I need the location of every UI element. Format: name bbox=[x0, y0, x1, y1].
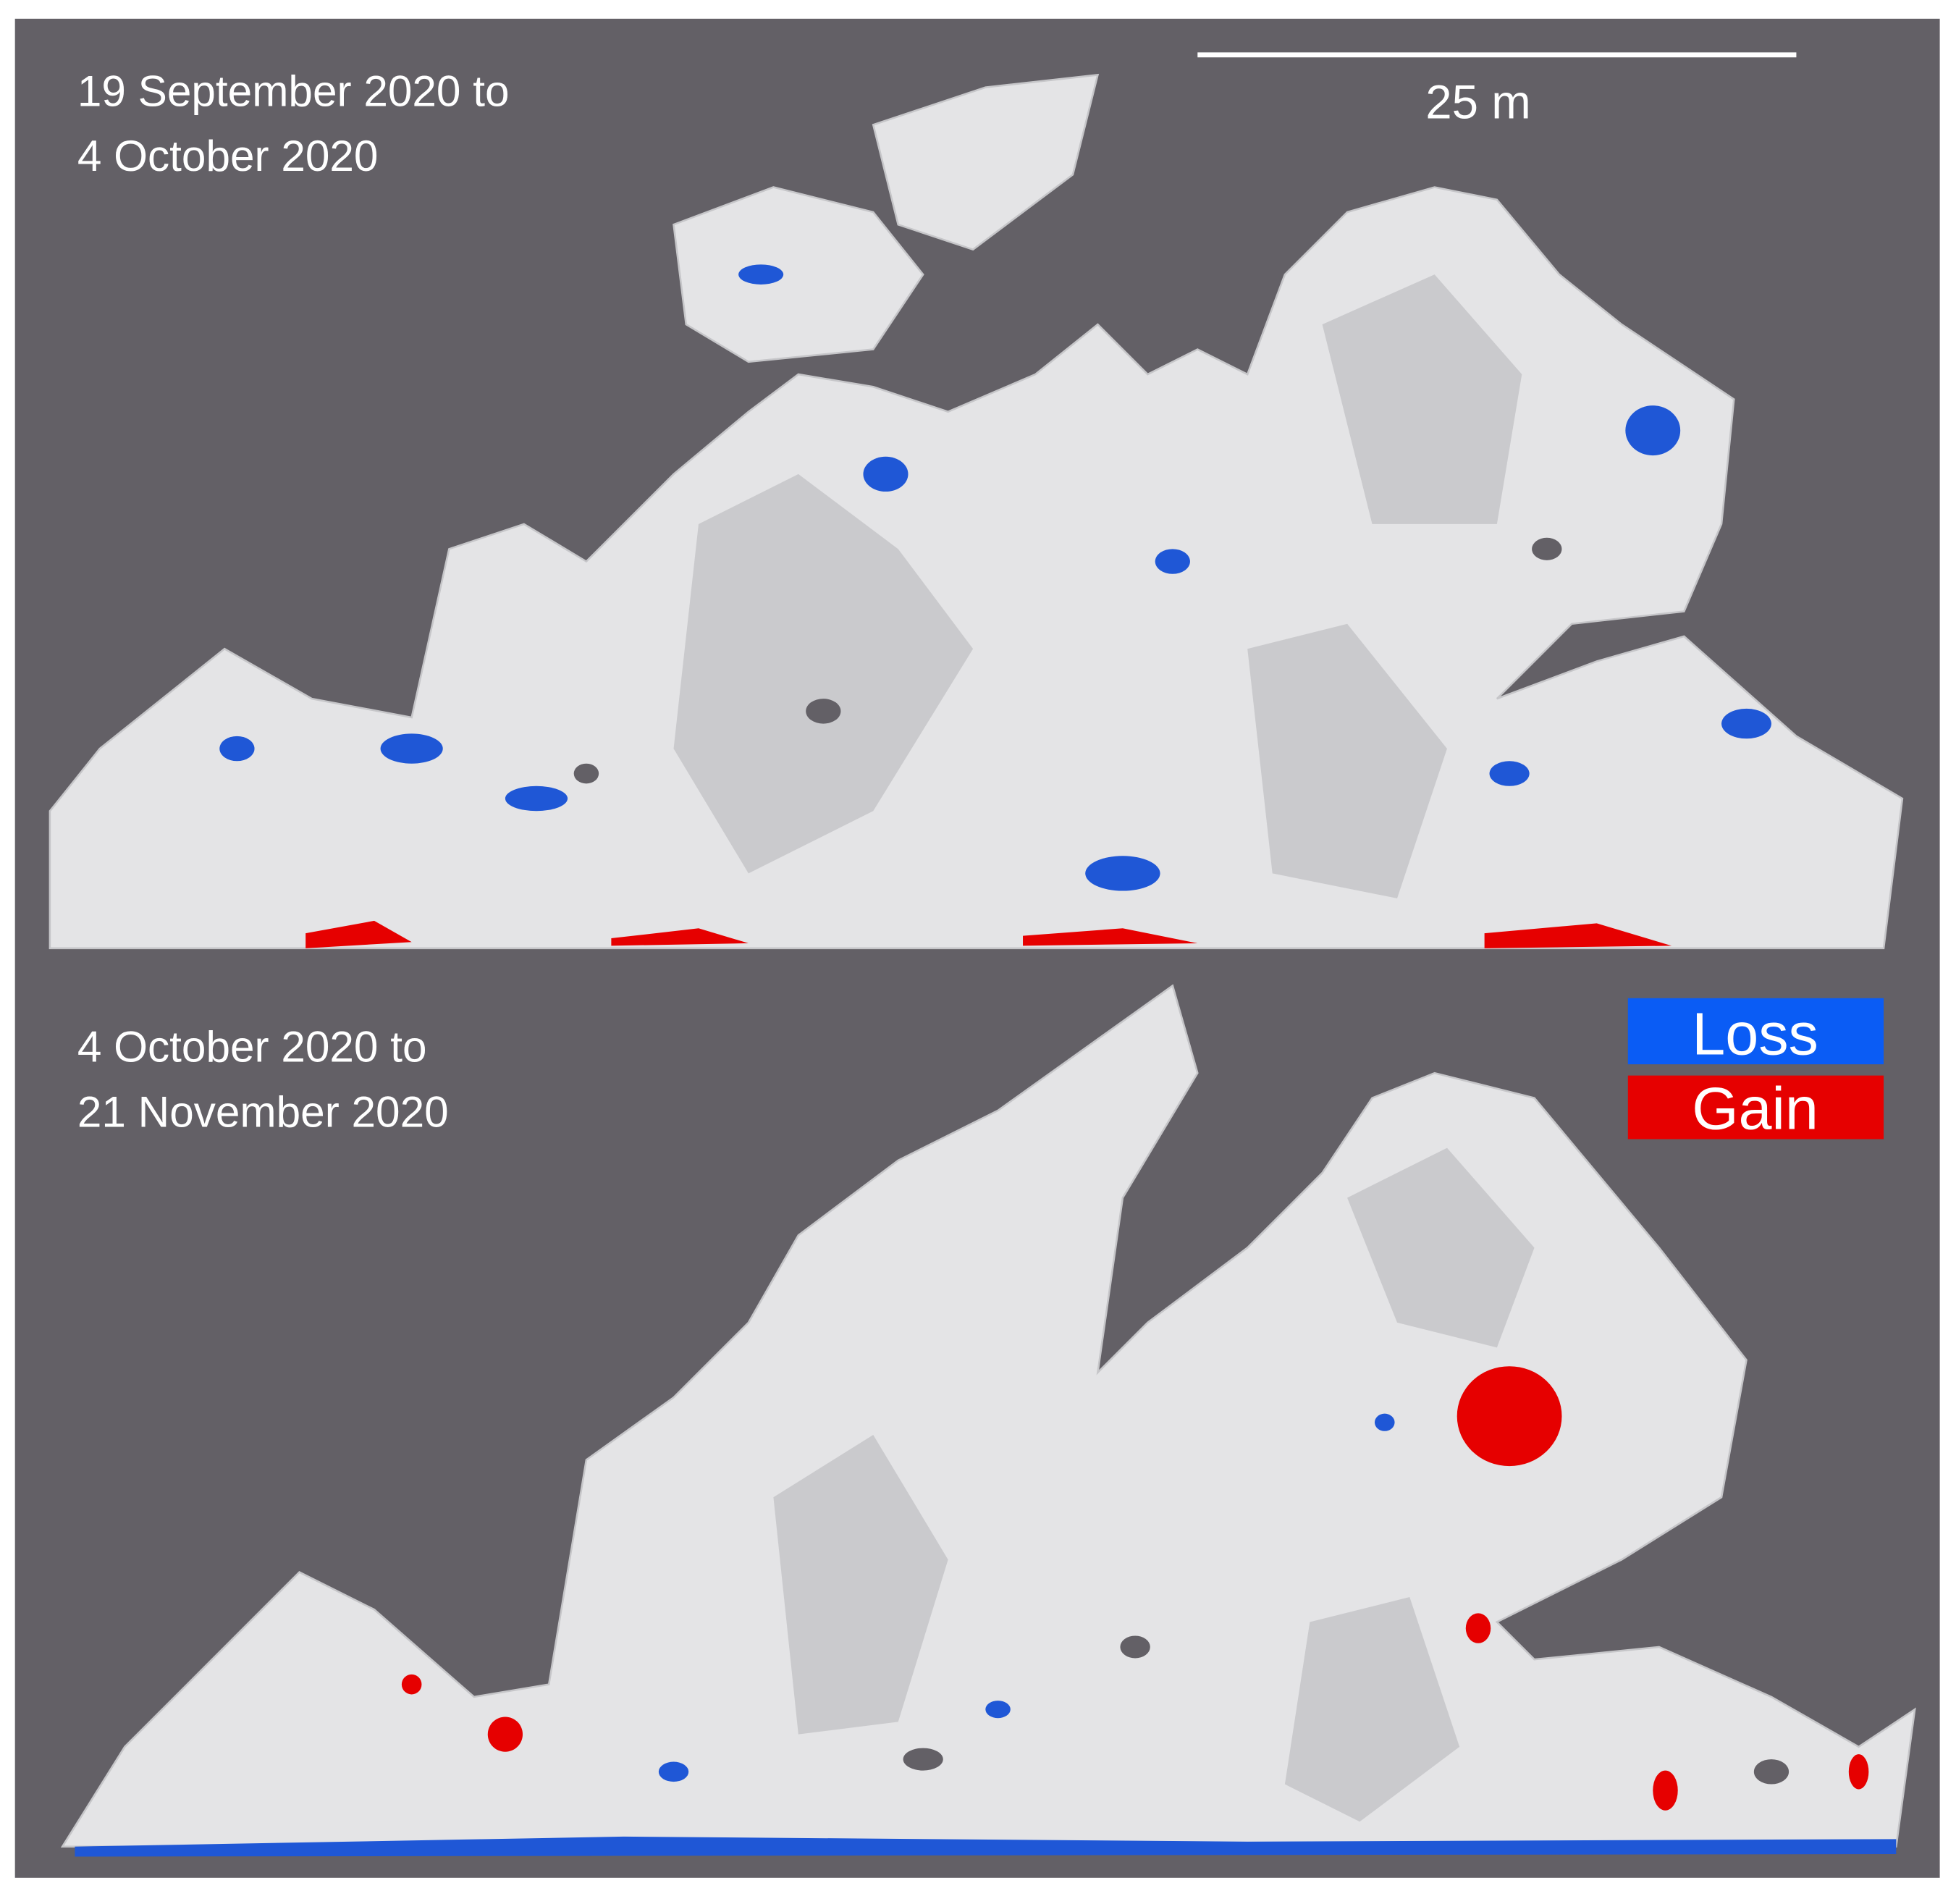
loss-area bbox=[219, 736, 255, 762]
legend-label: Loss bbox=[1692, 1000, 1818, 1067]
loss-area bbox=[1085, 856, 1160, 891]
hole bbox=[903, 1748, 943, 1771]
gain-area bbox=[1023, 928, 1198, 946]
cliff-shading bbox=[1347, 1147, 1535, 1348]
hole bbox=[806, 699, 841, 724]
legend-swatch bbox=[1627, 998, 1884, 1065]
top-panel-model bbox=[49, 73, 1904, 950]
loss-area bbox=[658, 1761, 689, 1782]
loss-area bbox=[1374, 1413, 1395, 1431]
loss-area bbox=[738, 264, 784, 285]
hole bbox=[573, 763, 599, 784]
cliff-fragment bbox=[673, 186, 924, 363]
cliff-shading bbox=[1247, 623, 1447, 898]
cliff-fragment bbox=[872, 73, 1100, 251]
loss-area bbox=[75, 1836, 1897, 1857]
panel-label: 19 September 2020 to bbox=[77, 66, 510, 115]
panel-label: 21 November 2020 bbox=[77, 1087, 449, 1136]
hole bbox=[1120, 1635, 1150, 1659]
gain-area bbox=[1848, 1754, 1869, 1790]
loss-area bbox=[985, 1701, 1011, 1719]
hole bbox=[1753, 1759, 1790, 1785]
legend-label: Gain bbox=[1692, 1075, 1818, 1142]
loss-area bbox=[1721, 708, 1771, 739]
gain-area bbox=[1457, 1366, 1562, 1467]
loss-area bbox=[380, 733, 443, 764]
scale-bar-label: 25 m bbox=[1425, 76, 1531, 129]
gain-area bbox=[487, 1716, 523, 1752]
gain-area bbox=[401, 1674, 422, 1695]
gain-area bbox=[611, 928, 749, 946]
loss-area bbox=[505, 785, 568, 812]
cliff-shading bbox=[673, 473, 974, 874]
bottom-panel-model bbox=[60, 984, 1916, 1857]
loss-area bbox=[1625, 405, 1681, 456]
gain-area bbox=[305, 920, 412, 948]
gain-area bbox=[1653, 1770, 1678, 1811]
gain-area bbox=[1465, 1613, 1491, 1643]
loss-area bbox=[1155, 549, 1190, 574]
cliff-shading bbox=[773, 1434, 948, 1735]
gain-area bbox=[1484, 923, 1672, 948]
legend-swatch bbox=[1627, 1075, 1884, 1140]
cliff-shading bbox=[1322, 274, 1522, 524]
panel-label: 4 October 2020 to bbox=[77, 1022, 427, 1071]
panel-label: 4 October 2020 bbox=[77, 131, 379, 180]
loss-area bbox=[1489, 761, 1530, 786]
hole bbox=[1532, 537, 1562, 560]
loss-area bbox=[863, 456, 909, 492]
cliff-shading bbox=[1284, 1597, 1460, 1822]
